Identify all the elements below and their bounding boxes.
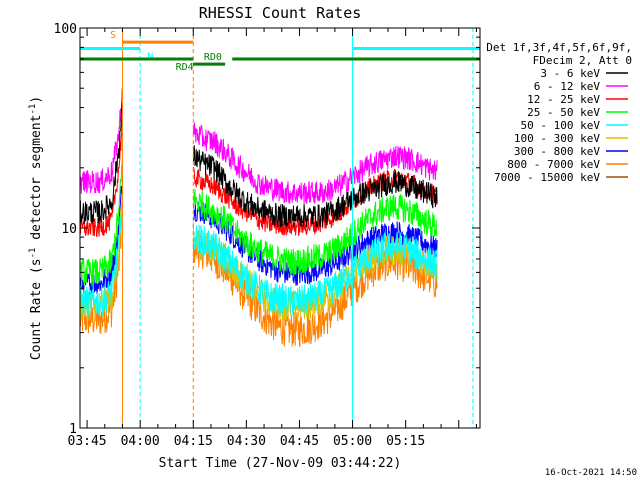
y-axis-label: Count Rate (s-1 detector segment-1) bbox=[28, 96, 44, 360]
legend-label: 25 - 50 keV bbox=[527, 106, 600, 119]
legend-label: 800 - 7000 keV bbox=[507, 158, 600, 171]
y-axis: 1 10 100 bbox=[54, 22, 480, 437]
series-curves bbox=[79, 88, 438, 347]
legend-label: 3 - 6 keV bbox=[540, 67, 600, 80]
series-line-25-50keV-seg1 bbox=[192, 188, 438, 276]
series-line-6-12keV-seg1 bbox=[192, 122, 438, 205]
x-tick-label: 04:15 bbox=[174, 434, 213, 449]
y-tick-label: 1 bbox=[69, 422, 77, 437]
x-tick-label: 04:30 bbox=[227, 434, 266, 449]
series-line-3-6keV-seg1 bbox=[192, 145, 438, 228]
legend-header-1: Det 1f,3f,4f,5f,6f,9f, bbox=[486, 41, 632, 54]
series-line-12-25keV-seg0 bbox=[79, 118, 123, 237]
series-line-25-50keV-seg0 bbox=[79, 157, 123, 287]
x-tick-label: 04:00 bbox=[121, 434, 160, 449]
x-axis-label: Start Time (27-Nov-09 03:44:22) bbox=[159, 456, 402, 471]
legend-label: 100 - 300 keV bbox=[514, 132, 600, 145]
y-tick-label: 10 bbox=[61, 222, 77, 237]
y-label-main: Count Rate (s bbox=[29, 258, 44, 360]
flag-label-rd0: RD0 bbox=[204, 52, 222, 63]
y-label-mid: detector segment bbox=[29, 115, 44, 248]
flag-label-n: N bbox=[147, 51, 153, 62]
legend-header-2: FDecim 2, Att 0 bbox=[533, 54, 632, 67]
series-line-6-12keV-seg0 bbox=[79, 88, 123, 194]
legend: Det 1f,3f,4f,5f,6f,9f, FDecim 2, Att 0 3… bbox=[486, 41, 632, 184]
y-label-end: ) bbox=[29, 96, 44, 104]
chart-title: RHESSI Count Rates bbox=[199, 4, 362, 22]
legend-label: 300 - 800 keV bbox=[514, 145, 600, 158]
x-tick-label: 05:00 bbox=[333, 434, 372, 449]
legend-label: 12 - 25 keV bbox=[527, 93, 600, 106]
x-tick-label: 05:15 bbox=[386, 434, 425, 449]
timestamp: 16-Oct-2021 14:50 bbox=[545, 468, 637, 478]
y-label-sup2: -1 bbox=[28, 104, 38, 115]
y-tick-label: 100 bbox=[54, 22, 77, 37]
x-axis: 03:45 04:00 04:15 04:30 04:45 05:00 05:15 bbox=[68, 28, 477, 449]
x-tick-label: 03:45 bbox=[68, 434, 107, 449]
x-tick-label: 04:45 bbox=[280, 434, 319, 449]
flag-label-s: S bbox=[110, 30, 116, 41]
legend-label: 50 - 100 keV bbox=[521, 119, 601, 132]
legend-label: 7000 - 15000 keV bbox=[494, 171, 600, 184]
series-line-3-6keV-seg0 bbox=[79, 101, 123, 225]
series-line-50-100keV-seg1 bbox=[192, 221, 438, 316]
flag-label-rd4: RD4 bbox=[176, 62, 194, 73]
series-line-50-100keV-seg0 bbox=[79, 192, 123, 317]
state-markers: S N RD4 RD0 bbox=[80, 28, 480, 428]
legend-label: 6 - 12 keV bbox=[534, 80, 601, 93]
y-label-sup1: -1 bbox=[28, 248, 38, 259]
